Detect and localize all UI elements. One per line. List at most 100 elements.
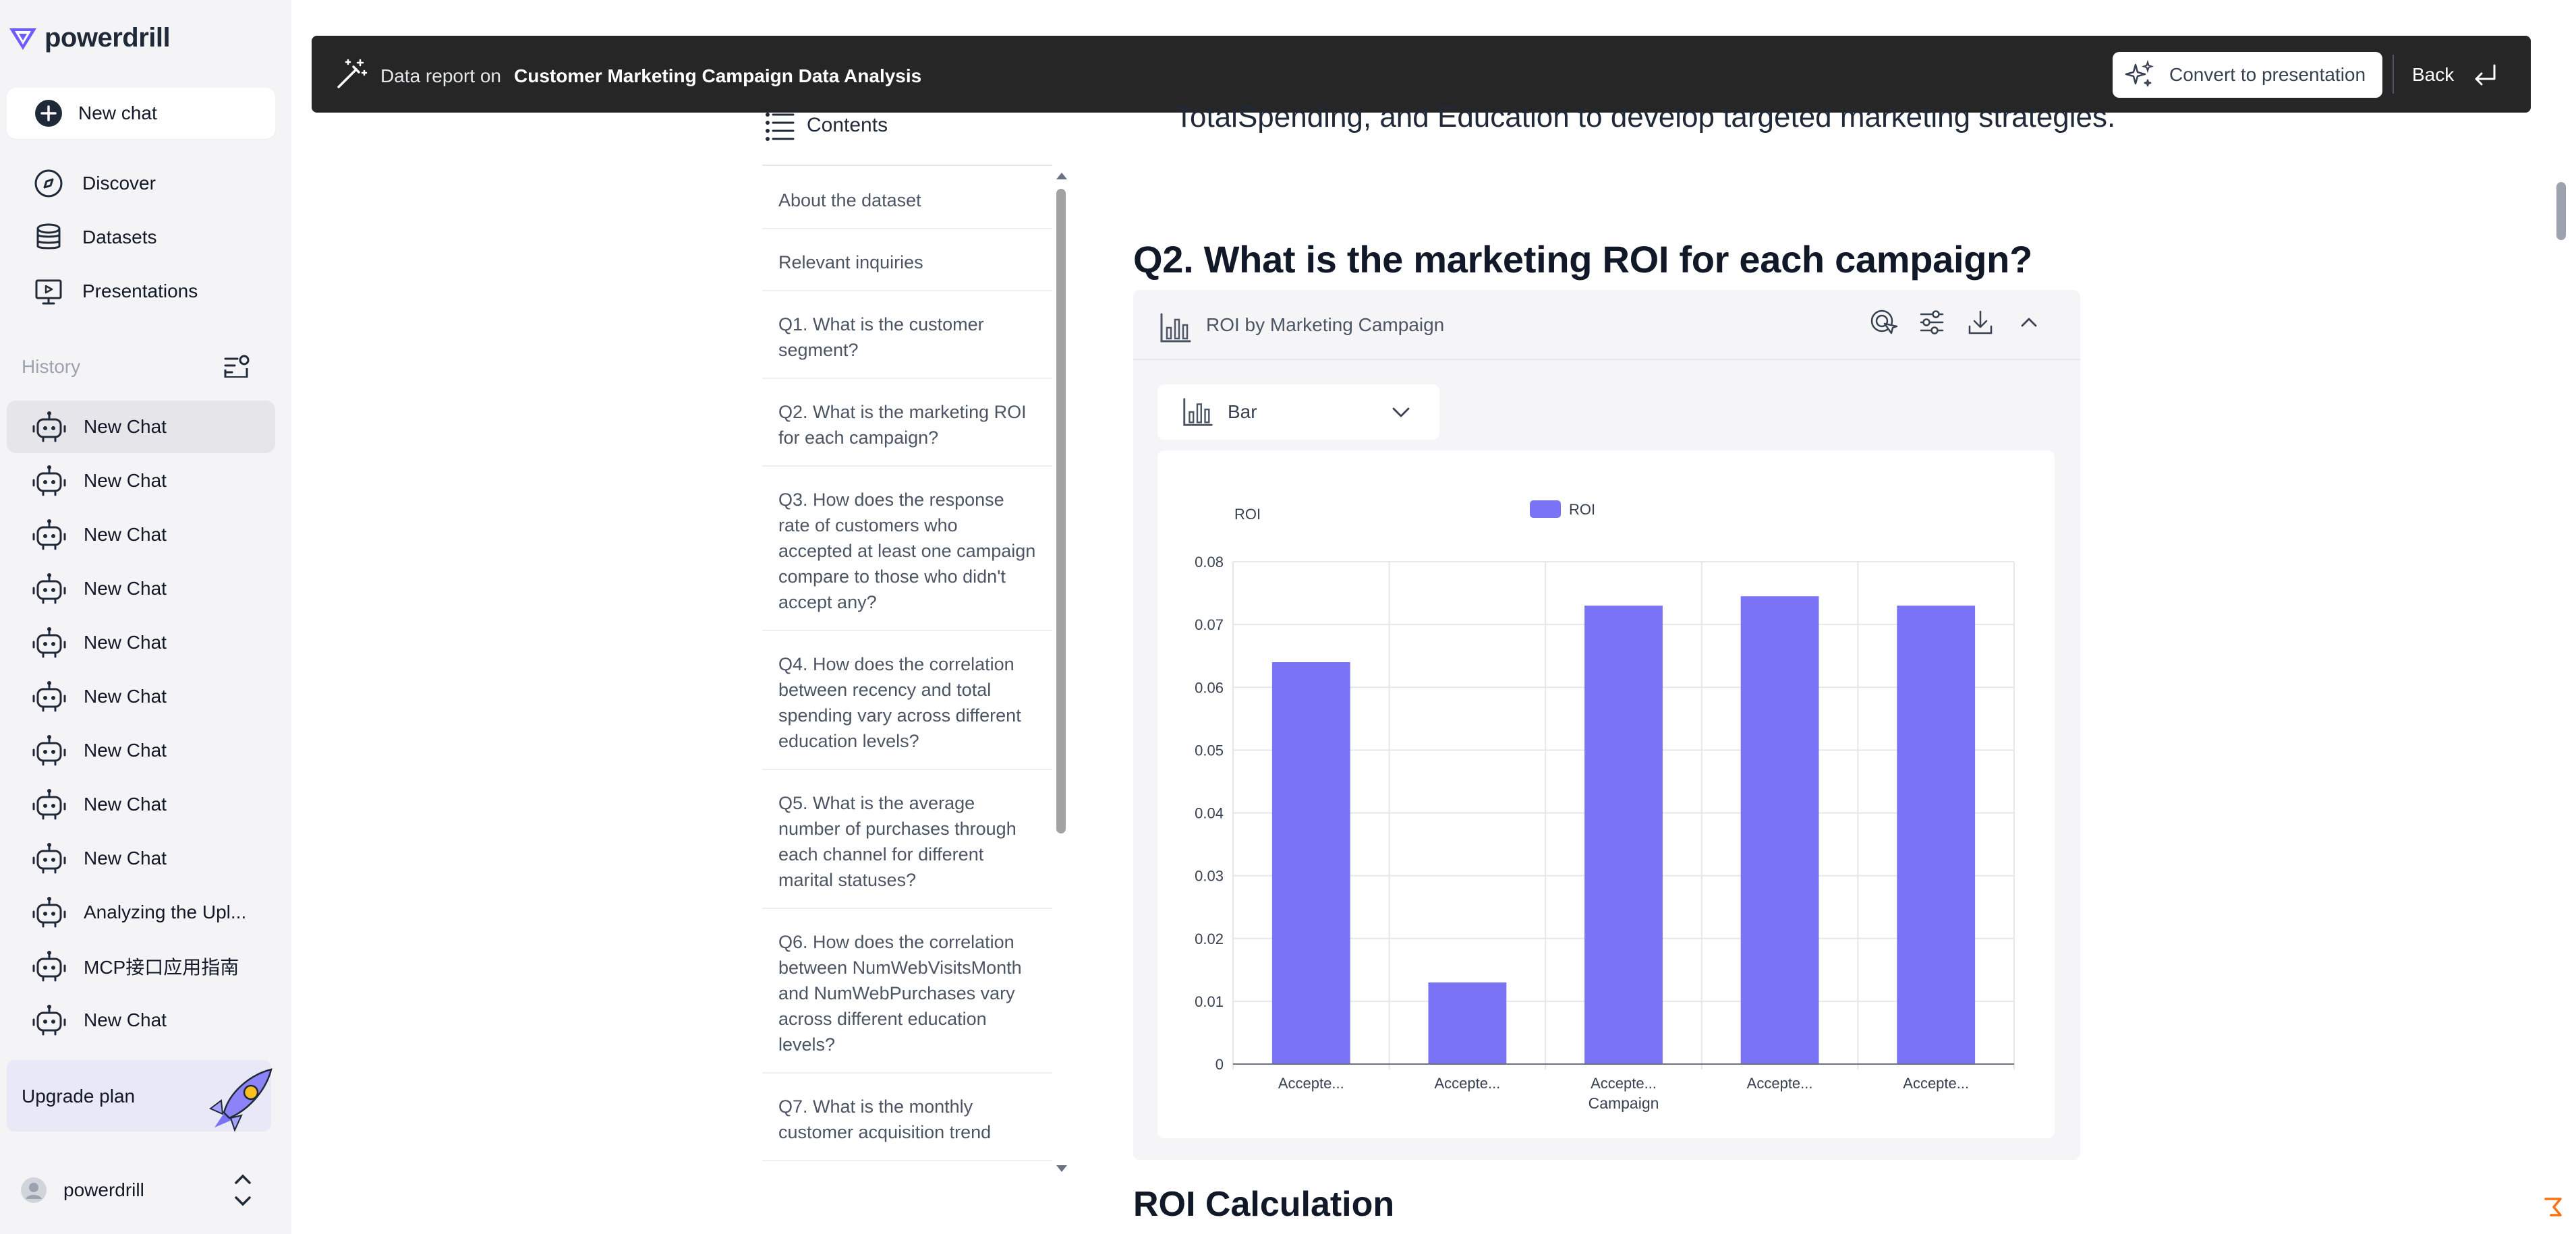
contents-item[interactable]: Q4. How does the correlation between rec… bbox=[762, 631, 1052, 770]
contents-item[interactable]: Q2. What is the marketing ROI for each c… bbox=[762, 379, 1052, 467]
manage-history-icon[interactable] bbox=[220, 351, 252, 383]
page-scrollbar-thumb[interactable] bbox=[2556, 182, 2566, 240]
contents-scrollbar-thumb[interactable] bbox=[1056, 189, 1066, 833]
bar bbox=[1271, 662, 1350, 1064]
bar bbox=[1740, 596, 1819, 1064]
back-button[interactable]: Back bbox=[2403, 52, 2511, 98]
contents-item[interactable]: Q7. What is the monthly customer acquisi… bbox=[762, 1074, 1052, 1161]
bar-chart-icon bbox=[1183, 398, 1213, 426]
chevron-up-icon[interactable] bbox=[2014, 307, 2044, 337]
chart-card-title: ROI by Marketing Campaign bbox=[1206, 314, 1445, 335]
upgrade-plan-card[interactable]: Upgrade plan bbox=[7, 1060, 273, 1132]
convert-to-presentation-button[interactable]: Convert to presentation bbox=[2113, 52, 2382, 98]
x-tick-label: Accepte... bbox=[1903, 1075, 1969, 1092]
history-chat-label: Analyzing the Upl... bbox=[84, 902, 247, 922]
chart-type-select[interactable]: Bar bbox=[1157, 384, 1439, 440]
y-tick-label: 0.08 bbox=[1195, 554, 1224, 570]
chart-panel: 0 0.01 0.02 0.03 0.04 0.05 0.06 0.07 0.08 Accepte… bbox=[1157, 450, 2055, 1138]
new-chat-button[interactable]: New chat bbox=[7, 88, 275, 139]
history-chat-item[interactable]: New Chat bbox=[7, 724, 275, 777]
robot-icon bbox=[32, 465, 66, 496]
chart-card: ROI by Marketing Campaign Bar bbox=[1133, 290, 2080, 1160]
chart-card-divider bbox=[1133, 359, 2080, 360]
database-icon bbox=[36, 223, 61, 249]
history-chat-item[interactable]: New Chat bbox=[7, 778, 275, 831]
y-tick-label: 0.03 bbox=[1195, 868, 1224, 885]
robot-icon bbox=[32, 951, 66, 982]
user-menu[interactable]: powerdrill bbox=[7, 1160, 275, 1221]
contents-item[interactable]: Q5. What is the average number of purcha… bbox=[762, 770, 1052, 909]
history-chat-item[interactable]: New Chat bbox=[7, 670, 275, 723]
list-icon bbox=[766, 113, 795, 141]
report-label: Data report on bbox=[380, 65, 501, 86]
sparkle-icon bbox=[2125, 59, 2154, 87]
y-tick-label: 0.02 bbox=[1195, 931, 1224, 947]
history-chat-item[interactable]: New Chat bbox=[7, 832, 275, 885]
history-label: History bbox=[22, 356, 81, 377]
robot-icon bbox=[32, 789, 66, 820]
history-chat-item[interactable]: New Chat bbox=[7, 562, 275, 615]
x-tick-label: Accepte... bbox=[1591, 1075, 1657, 1092]
chevron-down-icon bbox=[1392, 407, 1410, 417]
history-chat-item[interactable]: New Chat bbox=[7, 454, 275, 507]
robot-icon bbox=[32, 735, 66, 766]
bar bbox=[1428, 982, 1507, 1064]
contents-item[interactable]: Q1. What is the customer segment? bbox=[762, 291, 1052, 379]
new-chat-label: New chat bbox=[78, 102, 157, 123]
contents-item[interactable]: About the dataset bbox=[762, 167, 1052, 229]
history-chat-label: New Chat bbox=[84, 578, 167, 599]
plus-circle-icon bbox=[35, 100, 62, 127]
history-chat-label: MCP接口应用指南 bbox=[84, 957, 239, 978]
history-chat-label: New Chat bbox=[84, 524, 167, 545]
contents-item[interactable]: Relevant inquiries bbox=[762, 229, 1052, 291]
history-chat-item[interactable]: New Chat bbox=[7, 401, 275, 453]
user-name: powerdrill bbox=[63, 1179, 144, 1200]
scroll-down-arrow-icon[interactable] bbox=[1055, 1164, 1068, 1173]
robot-icon bbox=[32, 573, 66, 604]
sidebar: powerdrill New chat Discover Datasets Pr… bbox=[0, 0, 291, 1234]
magic-wand-icon bbox=[337, 59, 368, 88]
return-arrow-icon bbox=[2475, 64, 2496, 86]
y-tick-label: 0.01 bbox=[1195, 993, 1224, 1010]
history-chat-item[interactable]: MCP接口应用指南 bbox=[7, 940, 275, 993]
presentation-icon bbox=[35, 279, 62, 305]
history-chat-item[interactable]: Analyzing the Upl... bbox=[7, 886, 275, 939]
bar-chart-icon bbox=[1160, 313, 1191, 343]
bar bbox=[1897, 606, 1976, 1064]
x-tick-label: Accepte... bbox=[1747, 1075, 1813, 1092]
contents-item[interactable]: Q6. How does the correlation between Num… bbox=[762, 909, 1052, 1074]
x-axis-title: Campaign bbox=[1588, 1094, 1659, 1112]
x-tick-label: Accepte... bbox=[1434, 1075, 1500, 1092]
help-widget-icon[interactable] bbox=[2540, 1194, 2567, 1221]
robot-icon bbox=[32, 411, 66, 442]
scroll-up-arrow-icon[interactable] bbox=[1055, 171, 1068, 181]
chart-type-value: Bar bbox=[1228, 401, 1257, 422]
target-click-icon[interactable] bbox=[1868, 307, 1898, 337]
report-title: Customer Marketing Campaign Data Analysi… bbox=[514, 65, 922, 86]
back-label: Back bbox=[2412, 64, 2455, 85]
q2-heading: Q2. What is the marketing ROI for each c… bbox=[1133, 238, 2032, 281]
topbar-divider bbox=[2393, 55, 2394, 94]
nav-datasets[interactable]: Datasets bbox=[7, 212, 275, 263]
robot-icon bbox=[32, 1005, 66, 1036]
download-icon[interactable] bbox=[1966, 307, 1995, 337]
history-chat-item[interactable]: New Chat bbox=[7, 616, 275, 669]
y-tick-label: 0 bbox=[1215, 1056, 1224, 1073]
history-chat-item[interactable]: New Chat bbox=[7, 508, 275, 561]
robot-icon bbox=[32, 519, 66, 550]
user-avatar-icon bbox=[21, 1177, 47, 1203]
nav-discover[interactable]: Discover bbox=[7, 158, 275, 209]
intro-paragraph: TotalSpending, and Education to develop … bbox=[1175, 100, 2116, 134]
expand-collapse-icon[interactable] bbox=[229, 1169, 256, 1211]
app-logo[interactable]: powerdrill bbox=[7, 22, 171, 54]
nav-datasets-label: Datasets bbox=[82, 227, 157, 247]
settings-sliders-icon[interactable] bbox=[1917, 307, 1947, 337]
robot-icon bbox=[32, 681, 66, 712]
contents-item[interactable]: Q3. How does the response rate of custom… bbox=[762, 467, 1052, 631]
nav-presentations-label: Presentations bbox=[82, 281, 198, 301]
history-chat-item[interactable]: New Chat bbox=[7, 994, 275, 1047]
x-tick-label: Accepte... bbox=[1278, 1075, 1344, 1092]
history-chat-label: New Chat bbox=[84, 686, 167, 707]
contents-divider bbox=[762, 165, 1052, 166]
nav-presentations[interactable]: Presentations bbox=[7, 266, 275, 317]
